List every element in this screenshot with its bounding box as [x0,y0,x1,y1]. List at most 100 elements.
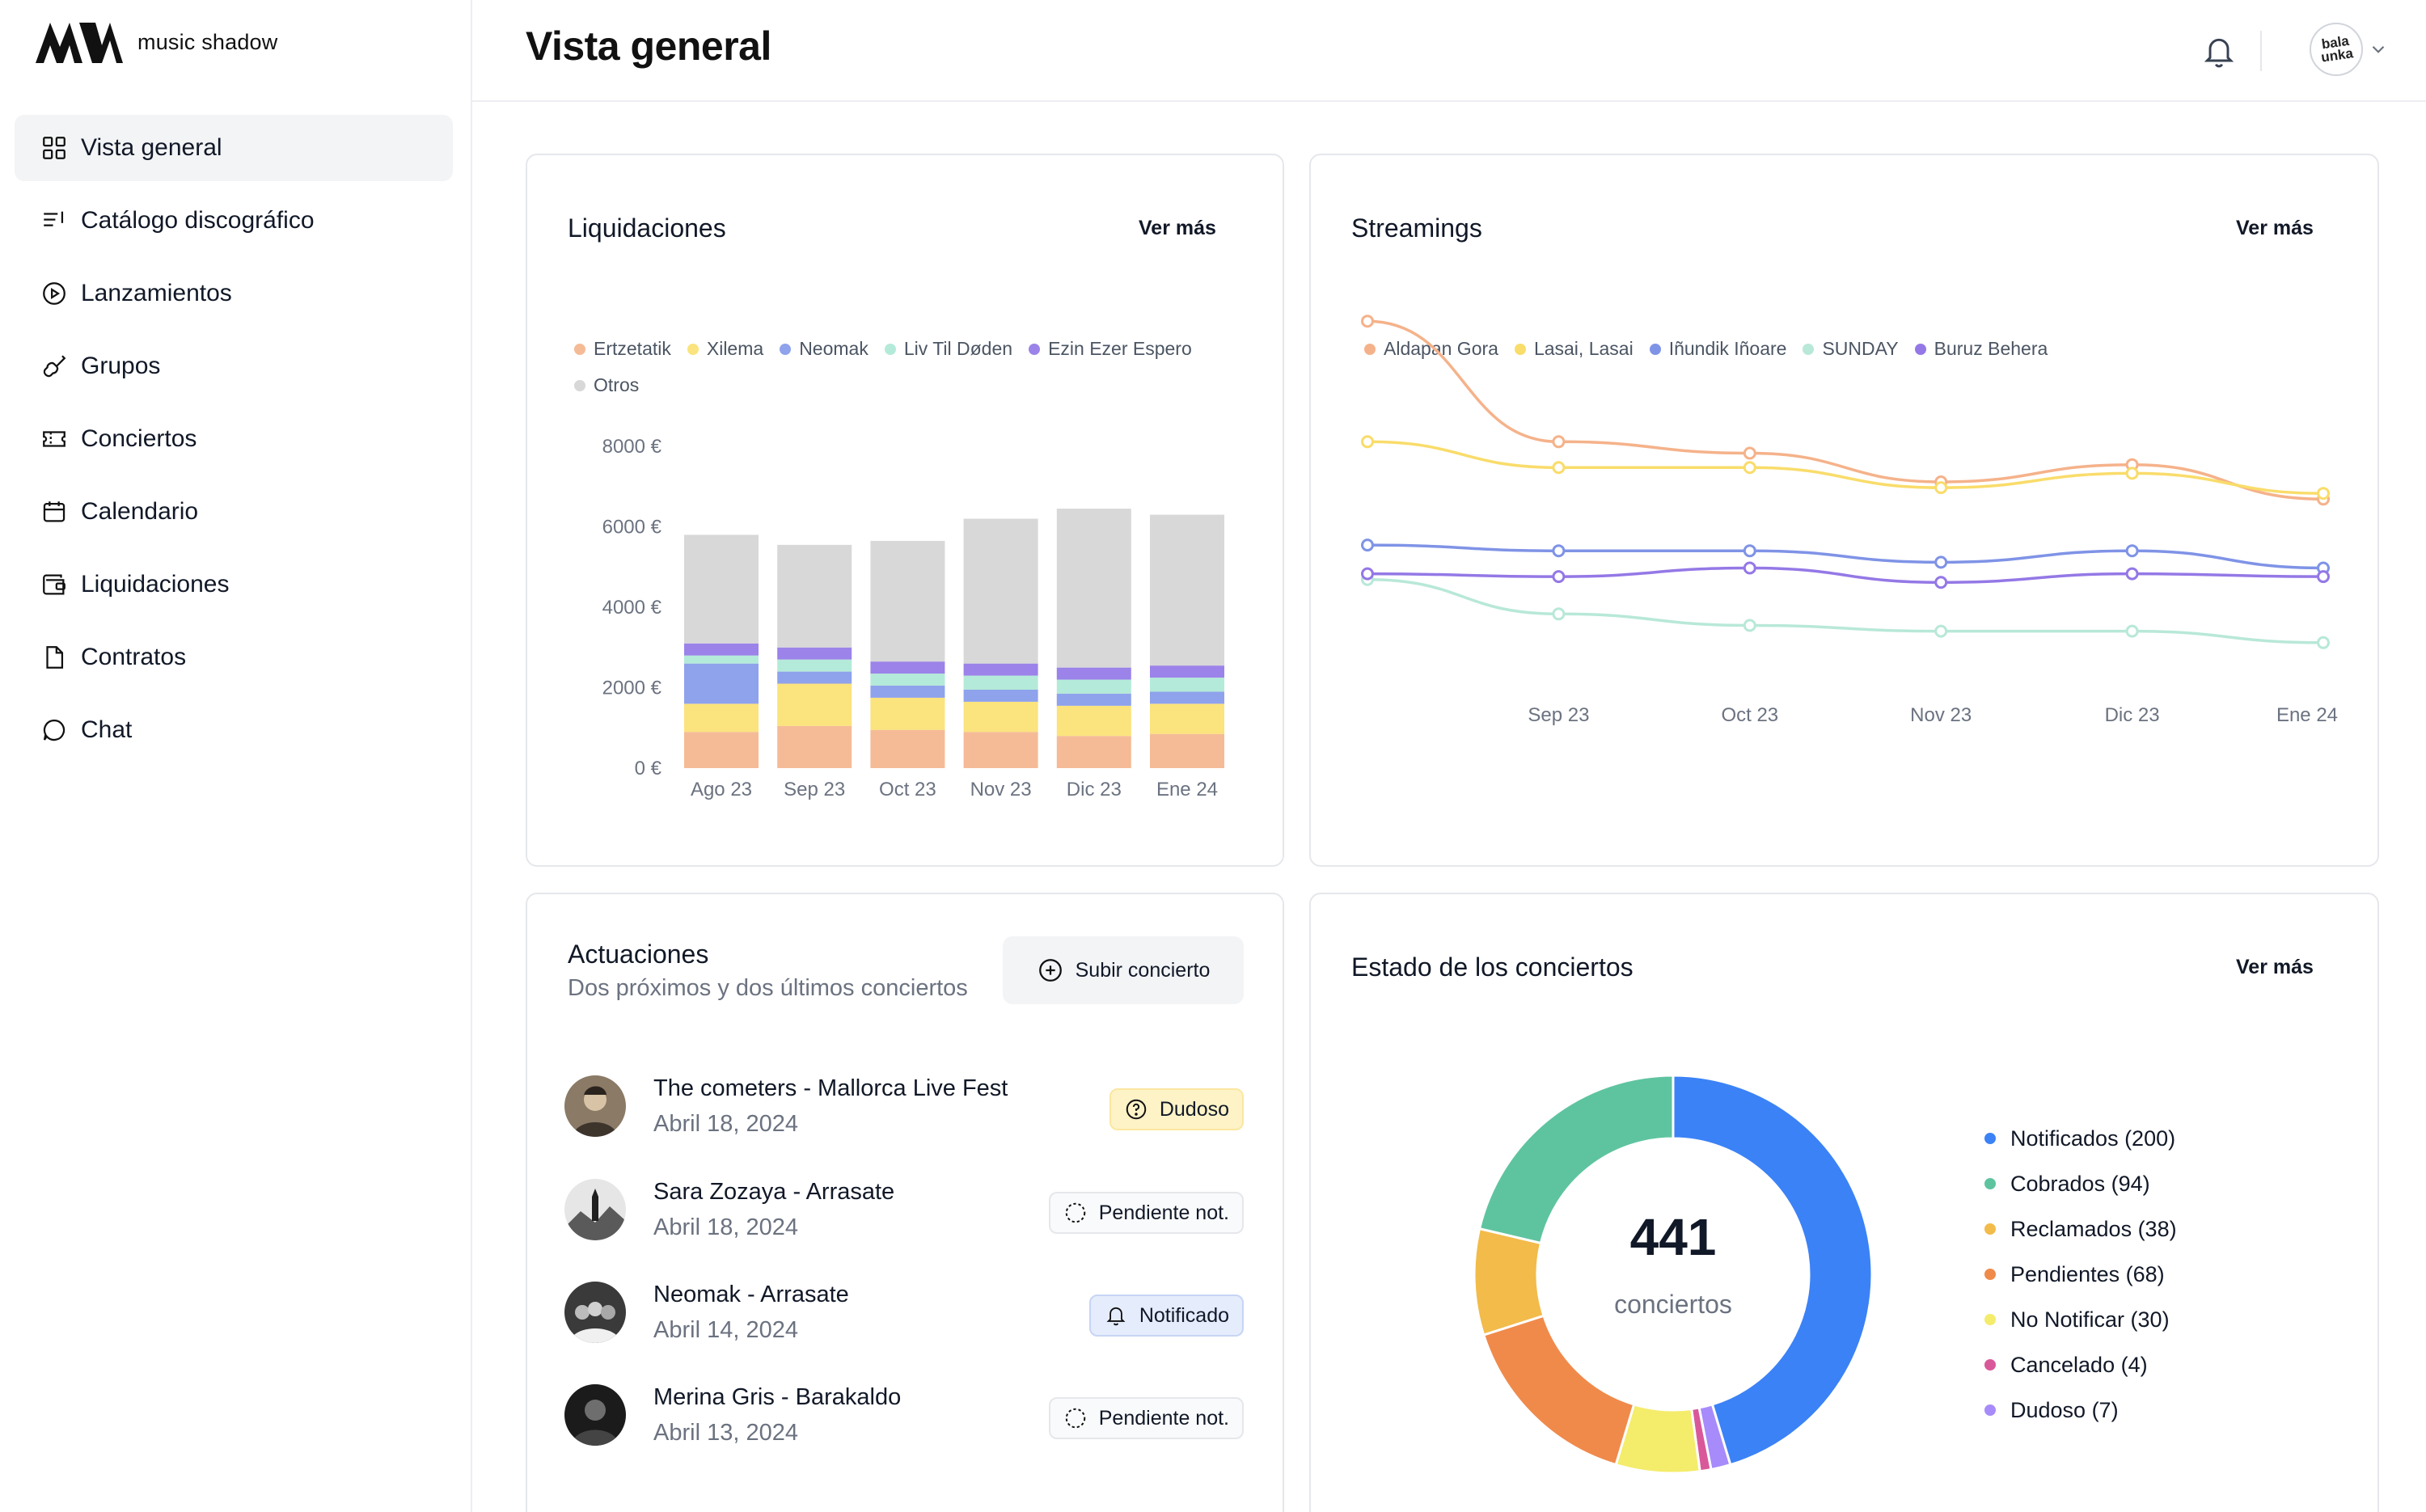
list-item[interactable]: Merina Gris - Barakaldo Abril 13, 2024 P… [564,1381,1244,1449]
data-point[interactable] [2317,492,2330,506]
bar-segment[interactable] [870,540,945,662]
bar-segment[interactable] [777,647,852,660]
sidebar-item-grupos[interactable]: Grupos [15,333,453,399]
sidebar-item-calendario[interactable]: Calendario [15,479,453,545]
bar-segment[interactable] [1056,705,1131,737]
bar-segment[interactable] [684,643,759,656]
legend-item[interactable]: Liv Til Døden [884,338,1012,360]
bell-icon[interactable] [2201,32,2237,71]
bar-segment[interactable] [1056,693,1131,706]
legend-item[interactable]: Neomak [780,338,869,360]
data-point[interactable] [1361,538,1374,552]
sidebar-item-liquidaciones[interactable]: Liquidaciones [15,551,453,618]
donut-slice-notificados[interactable] [1672,1074,1874,1467]
bar-segment[interactable] [963,518,1038,664]
bar-segment[interactable] [777,671,852,684]
data-point[interactable] [1552,461,1566,475]
data-point[interactable] [1552,435,1566,449]
bar-segment[interactable] [777,725,852,768]
data-point[interactable] [1361,435,1374,449]
bar-segment[interactable] [1150,733,1224,768]
bar-segment[interactable] [777,659,852,672]
list-item[interactable]: Neomak - Arrasate Abril 14, 2024 Notific… [564,1278,1244,1346]
bar-segment[interactable] [684,655,759,664]
data-point[interactable] [2125,624,2139,638]
bar-segment[interactable] [870,697,945,730]
data-point[interactable] [1552,570,1566,584]
legend-item[interactable]: Reclamados (38) [1984,1206,2177,1252]
bar-segment[interactable] [1150,514,1224,666]
bar-segment[interactable] [1150,665,1224,678]
data-point[interactable] [1743,619,1756,632]
data-point[interactable] [1743,544,1756,558]
legend-item[interactable]: Xilema [687,338,763,360]
legend-item[interactable]: Pendientes (68) [1984,1252,2177,1297]
legend-item[interactable]: Dudoso (7) [1984,1387,2177,1433]
sidebar-item-chat[interactable]: Chat [15,697,453,763]
sidebar-item-lanzamientos[interactable]: Lanzamientos [15,260,453,327]
bar-segment[interactable] [870,661,945,674]
bar-segment[interactable] [963,732,1038,768]
donut-slice-reclamados[interactable] [1473,1227,1545,1337]
bar-segment[interactable] [963,689,1038,702]
donut-slice-pendientes[interactable] [1481,1314,1636,1467]
brand-logo[interactable]: music shadow [32,16,277,68]
bar-segment[interactable] [870,686,945,698]
bar-segment[interactable] [963,701,1038,733]
data-point[interactable] [1934,481,1948,495]
bar-segment[interactable] [684,534,759,644]
account-menu[interactable]: bala unka [2310,23,2389,76]
data-point[interactable] [1361,572,1374,586]
data-point[interactable] [1743,461,1756,475]
legend-item[interactable]: No Notificar (30) [1984,1297,2177,1342]
bar-segment[interactable] [1056,736,1131,768]
data-point[interactable] [1361,315,1374,328]
data-point[interactable] [1361,567,1374,581]
bar-segment[interactable] [963,675,1038,690]
data-point[interactable] [2125,544,2139,558]
bar-segment[interactable] [963,663,1038,676]
legend-item[interactable]: Cobrados (94) [1984,1161,2177,1206]
legend-item[interactable]: Iñundik Iñoare [1649,338,1786,360]
data-point[interactable] [2125,567,2139,581]
data-point[interactable] [2317,561,2330,575]
data-point[interactable] [1934,475,1948,488]
sidebar-item-contratos[interactable]: Contratos [15,624,453,691]
bar-segment[interactable] [1150,691,1224,704]
legend-item[interactable]: Aldapan Gora [1364,338,1498,360]
bar-segment[interactable] [684,663,759,704]
bar-segment[interactable] [870,729,945,768]
legend-item[interactable]: Ertzetatik [574,338,671,360]
data-point[interactable] [2125,458,2139,471]
liquidaciones-ver-mas-link[interactable]: Ver más [1139,217,1216,239]
bar-segment[interactable] [1150,703,1224,734]
upload-concert-button[interactable]: Subir concierto [1003,936,1244,1004]
legend-item[interactable]: Buruz Behera [1914,338,2048,360]
legend-item[interactable]: Cancelado (4) [1984,1342,2177,1387]
data-point[interactable] [2317,487,2330,500]
streamings-ver-mas-link[interactable]: Ver más [2236,217,2314,239]
legend-item[interactable]: Ezin Ezer Espero [1029,338,1192,360]
data-point[interactable] [1743,561,1756,575]
data-point[interactable] [1934,624,1948,638]
legend-item[interactable]: Notificados (200) [1984,1116,2177,1161]
data-point[interactable] [1743,446,1756,460]
estado-ver-mas-link[interactable]: Ver más [2236,956,2314,978]
donut-slice-cobrados[interactable] [1477,1074,1675,1245]
legend-item[interactable]: Lasai, Lasai [1514,338,1634,360]
data-point[interactable] [2125,467,2139,480]
bar-segment[interactable] [1056,509,1131,668]
list-item[interactable]: The cometers - Mallorca Live Fest Abril … [564,1072,1244,1140]
legend-item[interactable]: Otros [574,374,639,396]
bar-segment[interactable] [1056,679,1131,694]
bar-segment[interactable] [777,683,852,726]
sidebar-item-conciertos[interactable]: Conciertos [15,406,453,472]
data-point[interactable] [1934,555,1948,569]
data-point[interactable] [2317,636,2330,649]
list-item[interactable]: Sara Zozaya - Arrasate Abril 18, 2024 Pe… [564,1176,1244,1244]
bar-segment[interactable] [684,732,759,768]
bar-segment[interactable] [684,703,759,733]
data-point[interactable] [1552,544,1566,558]
bar-segment[interactable] [1056,667,1131,680]
sidebar-item-vista-general[interactable]: Vista general [15,115,453,181]
